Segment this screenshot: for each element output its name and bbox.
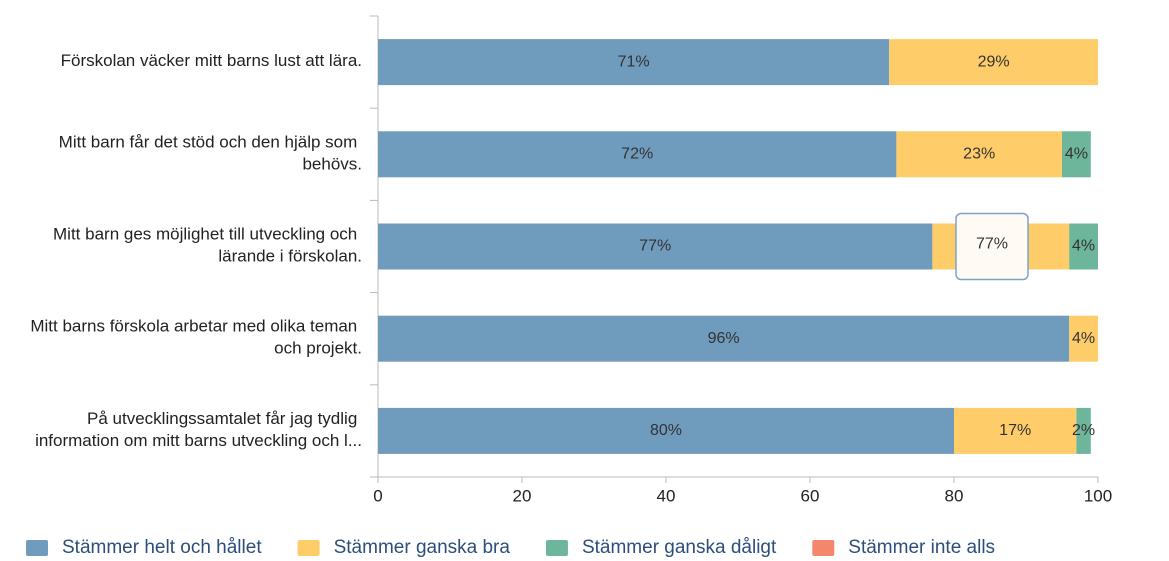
category-label: Mitt barn ges möjlighet till utveckling … — [53, 225, 362, 266]
x-tick-label: 100 — [1084, 486, 1112, 505]
bar-segment — [896, 131, 1062, 178]
bar-segment — [378, 407, 954, 454]
tooltip-box — [955, 212, 1029, 281]
category-label: Mitt barns förskola arbetar med olika te… — [30, 317, 362, 358]
bar-segment — [378, 315, 1070, 362]
bar-segment — [889, 39, 1098, 86]
data-label: 72% — [621, 146, 653, 163]
x-tick-label: 0 — [373, 486, 382, 505]
data-label: 4% — [1072, 330, 1095, 347]
legend-swatch — [26, 540, 48, 556]
legend-swatch — [545, 540, 568, 556]
x-tick-label: 20 — [513, 486, 532, 505]
data-label: 29% — [978, 53, 1010, 70]
data-label: 4% — [1065, 146, 1088, 163]
x-tick-label: 80 — [945, 486, 964, 505]
data-label: 17% — [999, 422, 1031, 439]
data-label: 2% — [1072, 422, 1095, 439]
bar-segment — [1062, 131, 1091, 178]
bar-segment — [378, 223, 933, 270]
data-label: 96% — [708, 330, 740, 347]
bar-segment — [954, 407, 1077, 454]
legend-swatch — [812, 540, 835, 556]
data-label: 80% — [650, 422, 682, 439]
category-label: Förskolan väcker mitt barns lust att lär… — [61, 52, 362, 71]
legend-swatch — [297, 540, 320, 556]
legend-label: Stämmer inte alls — [848, 537, 995, 558]
x-tick-label: 40 — [657, 486, 676, 505]
x-tick-label: 60 — [801, 486, 820, 505]
category-label: På utvecklingssamtalet får jag tydlig in… — [35, 409, 362, 450]
category-label: Mitt barn får det stöd och den hjälp som… — [59, 133, 362, 174]
data-label: 4% — [1072, 238, 1095, 255]
bar-segment — [1069, 223, 1098, 270]
bar-segment — [1076, 407, 1091, 454]
legend-label: Stämmer ganska bra — [334, 537, 511, 558]
data-label: 71% — [618, 53, 650, 70]
legend-label: Stämmer helt och hållet — [62, 537, 262, 558]
bar-segment — [378, 131, 897, 178]
legend-label: Stämmer ganska dåligt — [582, 537, 777, 558]
bar-segment — [378, 39, 890, 86]
data-label: 23% — [963, 146, 995, 163]
data-label: 77% — [639, 238, 671, 255]
tooltip-text: 77% — [976, 236, 1008, 253]
bar-segment — [1069, 315, 1098, 362]
